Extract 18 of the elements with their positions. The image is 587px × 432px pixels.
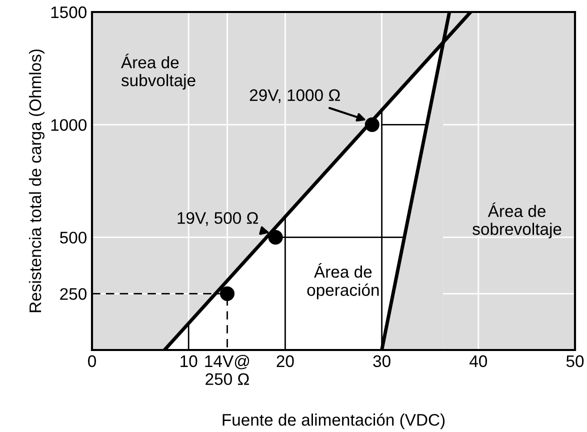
y-tick-label: 250 <box>60 288 86 300</box>
y-tick-label: 1500 <box>51 6 86 18</box>
x-tick-label: 0 <box>88 355 96 368</box>
y-axis-title: Resistencia total de carga (Ohmlos) <box>28 50 45 312</box>
y-tick-label: 500 <box>60 232 86 244</box>
x-tick-label: 10 <box>180 355 198 368</box>
annotation: Área de subvoltaje <box>121 54 196 90</box>
x-tick-label: 40 <box>470 355 488 368</box>
x-axis-title: Fuente de alimentación (VDC) <box>222 413 445 430</box>
y-tick-label: 1000 <box>51 119 86 131</box>
annotation: Área de sobrevoltaje <box>472 202 562 238</box>
x-tick-label: 30 <box>373 355 390 368</box>
annotation: 19V, 500 Ω <box>178 212 258 226</box>
annotation: Área de operación <box>307 263 379 300</box>
x-tick-label: 14V@ 250 Ω <box>205 354 250 386</box>
x-tick-label: 20 <box>276 355 294 368</box>
x-tick-label: 50 <box>566 355 584 368</box>
annotation: 29V, 1000 Ω <box>250 89 340 104</box>
